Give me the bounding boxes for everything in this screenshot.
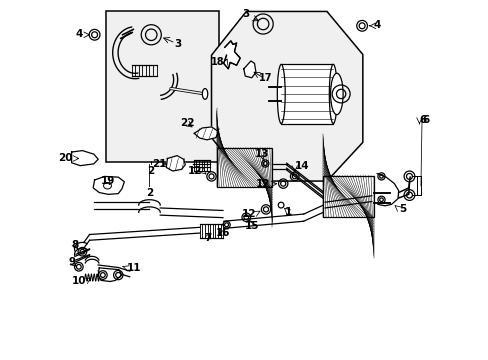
Bar — [323, 176, 373, 217]
Ellipse shape — [277, 64, 285, 123]
Polygon shape — [98, 268, 122, 282]
Polygon shape — [211, 12, 362, 181]
Text: 21: 21 — [152, 159, 166, 169]
Text: 2: 2 — [146, 166, 154, 176]
Ellipse shape — [330, 73, 343, 114]
Polygon shape — [194, 127, 218, 140]
Text: 3: 3 — [242, 9, 249, 19]
Polygon shape — [93, 176, 124, 194]
Text: 6: 6 — [421, 115, 428, 125]
Text: 5: 5 — [398, 204, 405, 214]
Text: 17: 17 — [258, 73, 271, 84]
Bar — [106, 12, 219, 162]
Text: 6: 6 — [419, 115, 426, 125]
Text: 13: 13 — [254, 149, 268, 159]
Polygon shape — [223, 41, 240, 69]
Text: 14: 14 — [294, 161, 309, 171]
Polygon shape — [376, 174, 398, 206]
Ellipse shape — [103, 183, 111, 189]
Ellipse shape — [328, 64, 337, 123]
Bar — [281, 64, 333, 123]
Text: 4: 4 — [373, 21, 380, 31]
Polygon shape — [72, 150, 98, 166]
Text: 4: 4 — [75, 30, 82, 39]
Bar — [216, 148, 272, 187]
Text: 10: 10 — [71, 276, 86, 286]
Text: 2: 2 — [145, 188, 153, 198]
Text: 8: 8 — [71, 240, 79, 250]
Ellipse shape — [202, 89, 207, 99]
Text: 12: 12 — [187, 166, 202, 176]
Text: 7: 7 — [204, 233, 211, 243]
Text: 1: 1 — [284, 207, 291, 217]
Text: 12: 12 — [241, 209, 255, 219]
Text: 9: 9 — [68, 257, 75, 267]
Text: 16: 16 — [215, 228, 230, 238]
Text: 18: 18 — [211, 57, 224, 67]
Text: 15: 15 — [244, 221, 259, 231]
Text: 12: 12 — [255, 179, 270, 189]
Text: 22: 22 — [180, 118, 194, 128]
Circle shape — [278, 202, 284, 208]
Text: 20: 20 — [59, 153, 73, 163]
Text: 11: 11 — [126, 263, 141, 273]
Text: 3: 3 — [174, 39, 182, 49]
Polygon shape — [244, 61, 255, 78]
Polygon shape — [166, 156, 185, 171]
Text: 19: 19 — [100, 176, 115, 186]
